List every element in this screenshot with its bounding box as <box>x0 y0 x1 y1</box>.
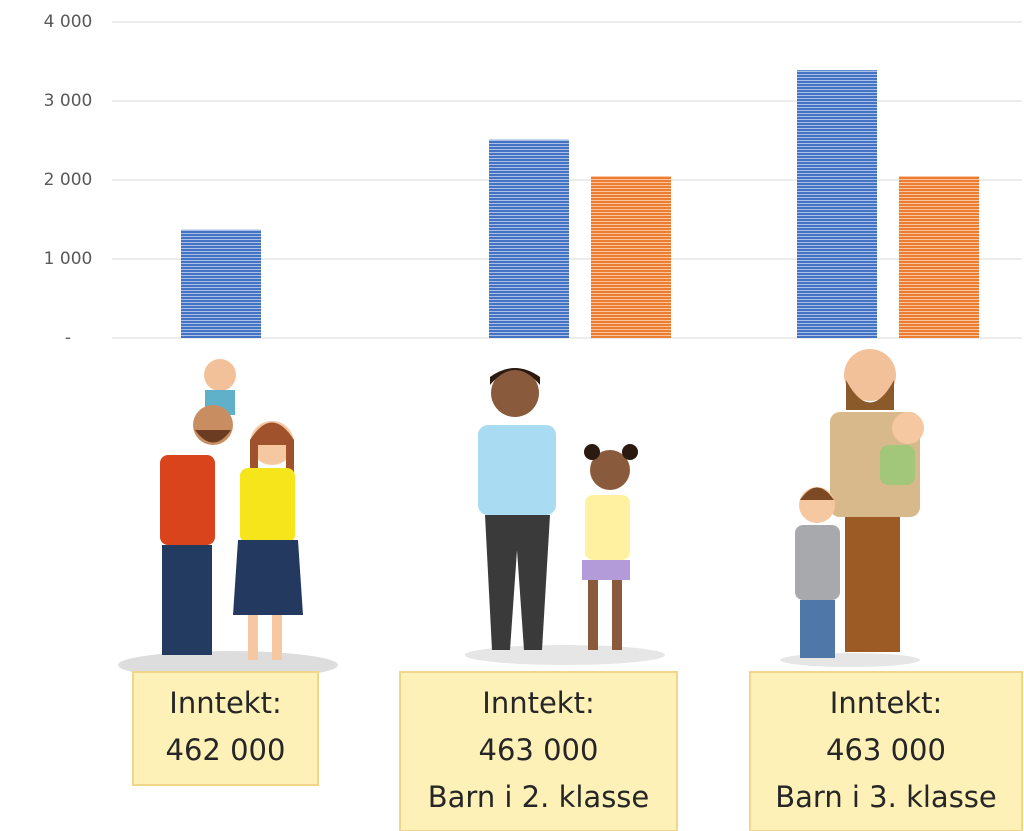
caption-line: Barn i 3. klasse <box>775 780 997 814</box>
bar <box>489 140 569 338</box>
caption-line: Inntekt: <box>830 686 942 720</box>
caption-line: Inntekt: <box>482 686 594 720</box>
bar <box>591 176 671 338</box>
y-tick-label: - <box>65 328 71 348</box>
y-tick-label: 2 000 <box>44 170 93 190</box>
bar <box>899 176 979 338</box>
illustrations <box>118 349 924 679</box>
caption-line: 462 000 <box>166 733 286 767</box>
chart: Inntekt: 462 000 Inntekt: 463 000 Barn i 2. … <box>0 0 1024 831</box>
bar <box>797 70 877 338</box>
caption-line: Inntekt: <box>169 686 281 720</box>
caption-line: 463 000 <box>826 733 946 767</box>
caption-line: 463 000 <box>479 733 599 767</box>
y-tick-label: 3 000 <box>44 91 93 111</box>
y-tick-label: 4 000 <box>44 12 93 32</box>
caption-line: Barn i 2. klasse <box>428 780 650 814</box>
y-tick-label: 1 000 <box>44 249 93 269</box>
bar <box>181 230 261 338</box>
